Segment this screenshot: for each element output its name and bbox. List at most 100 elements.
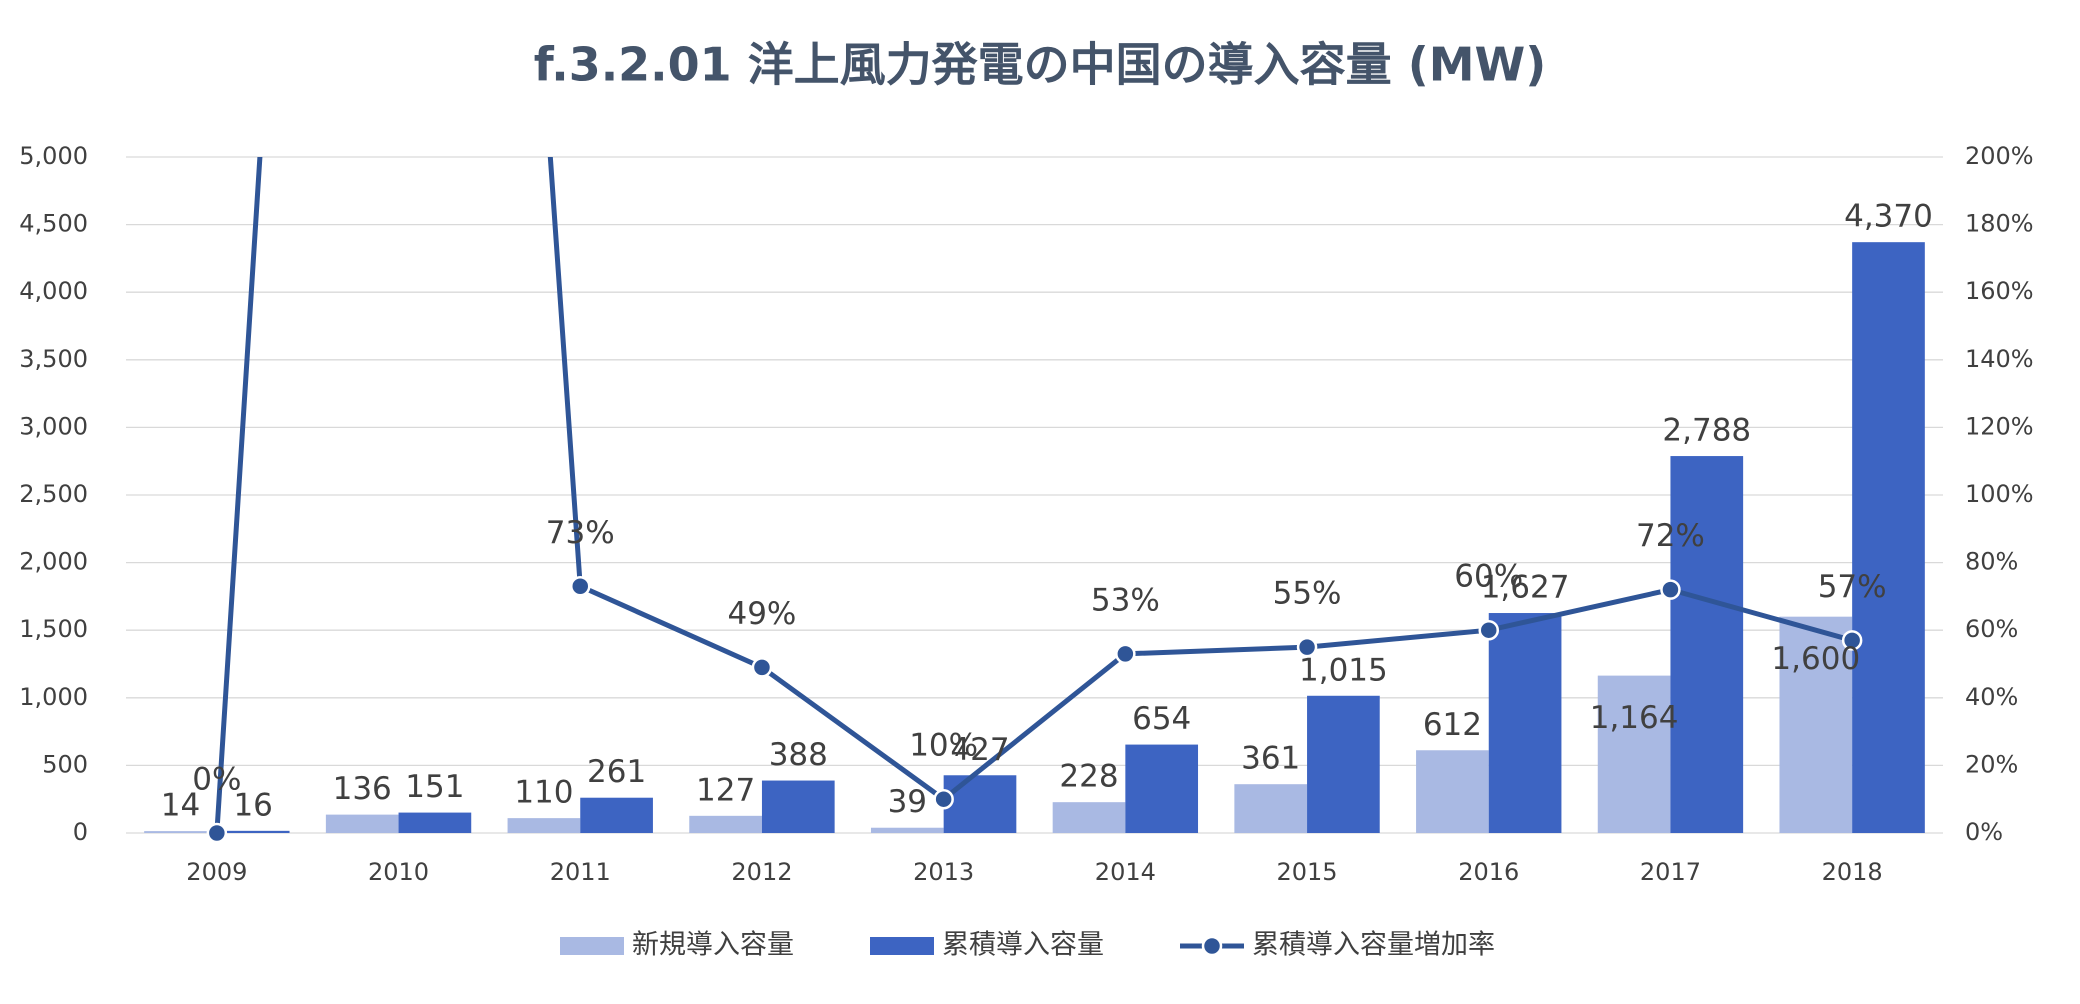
line-label: 55% xyxy=(1273,576,1342,612)
line-marker xyxy=(1296,636,1318,658)
line-label: 73% xyxy=(546,515,615,551)
data-label: 16 xyxy=(233,787,272,823)
bar xyxy=(1852,242,1925,833)
x-tick-label: 2009 xyxy=(186,858,247,886)
bar xyxy=(1052,802,1126,833)
x-tick-label: 2010 xyxy=(368,858,429,886)
x-tick-label: 2017 xyxy=(1640,858,1701,886)
y-tick-label: 3,000 xyxy=(19,412,88,440)
legend: 新規導入容量 累積導入容量 累積導入容量増加率 xyxy=(560,930,1495,961)
y2-tick-label: 60% xyxy=(1965,615,2018,643)
data-label: 654 xyxy=(1132,701,1191,737)
data-label: 4,370 xyxy=(1844,199,1933,235)
y-tick-label: 500 xyxy=(42,750,88,778)
bar xyxy=(1779,616,1853,833)
line-marker xyxy=(1115,643,1136,665)
grid xyxy=(126,156,1943,834)
labels: 0 500 1,000 1,500 2,000 2,500 3,000 3,500 4,000 4… xyxy=(19,142,2033,886)
bar xyxy=(216,830,290,833)
y2-tick-label: 120% xyxy=(1965,412,2034,440)
y-tick-label: 5,000 xyxy=(19,142,88,170)
line-label: 57% xyxy=(1818,569,1887,605)
y2-tick-label: 0% xyxy=(1965,818,2003,846)
data-label: 388 xyxy=(769,737,828,773)
line xyxy=(214,157,1853,834)
y2-tick-label: 140% xyxy=(1965,345,2034,373)
data-label: 1,015 xyxy=(1299,652,1388,688)
data-label: 228 xyxy=(1059,759,1118,795)
line-label: 10% xyxy=(909,728,978,764)
line-marker xyxy=(933,788,954,810)
bar xyxy=(507,818,581,833)
line-label: 0% xyxy=(192,762,241,798)
data-label: 151 xyxy=(405,769,464,805)
line-label: 49% xyxy=(727,596,796,632)
data-label: 39 xyxy=(888,784,927,820)
bars xyxy=(144,242,1925,833)
x-tick-label: 2015 xyxy=(1277,858,1338,886)
y-tick-label: 2,500 xyxy=(19,480,88,508)
line-label: 60% xyxy=(1454,559,1523,595)
data-label: 1,627 xyxy=(1481,570,1570,606)
legend-label: 累積導入容量 xyxy=(942,930,1104,961)
legend-swatch xyxy=(870,937,934,955)
data-label: 14 xyxy=(161,788,200,824)
bar xyxy=(398,812,472,833)
data-label: 612 xyxy=(1423,707,1482,743)
y2-tick-label: 100% xyxy=(1965,480,2034,508)
y-tick-label: 2,000 xyxy=(19,548,88,576)
bar xyxy=(943,775,1017,833)
line-marker xyxy=(751,657,773,678)
y2-tick-label: 180% xyxy=(1965,210,2034,238)
legend-swatch xyxy=(560,937,624,955)
bar xyxy=(1234,784,1308,833)
data-label: 136 xyxy=(333,771,392,807)
y2-tick-label: 80% xyxy=(1965,548,2018,576)
y-tick-label: 3,500 xyxy=(19,345,88,373)
x-tick-label: 2013 xyxy=(913,858,974,886)
x-tick-label: 2018 xyxy=(1822,858,1883,886)
chart-title: f.3.2.01 洋上風力発電の中国の導入容量 (MW) xyxy=(534,38,1547,92)
bar xyxy=(689,815,762,833)
line-layer xyxy=(206,157,1863,844)
bar xyxy=(1416,750,1489,833)
line-marker xyxy=(1660,579,1681,600)
y-tick-label: 1,500 xyxy=(19,615,88,643)
legend-marker xyxy=(1201,935,1223,957)
data-label: 1,164 xyxy=(1590,700,1679,736)
legend-label: 累積導入容量増加率 xyxy=(1252,930,1495,961)
bar xyxy=(870,827,944,833)
data-label: 110 xyxy=(514,775,573,811)
bar xyxy=(1670,456,1744,833)
line-marker xyxy=(1841,630,1863,651)
bar xyxy=(1597,675,1671,833)
data-label: 2,788 xyxy=(1662,413,1751,449)
bar xyxy=(1307,695,1380,833)
data-label: 1,600 xyxy=(1771,641,1860,677)
data-label: 361 xyxy=(1241,741,1300,777)
y-tick-label: 0 xyxy=(73,818,88,846)
bar xyxy=(580,797,653,833)
bar xyxy=(325,814,399,833)
line-label: 72% xyxy=(1636,518,1705,554)
data-label: 127 xyxy=(696,772,755,808)
bar xyxy=(144,831,217,833)
line-marker xyxy=(570,576,591,597)
y2-tick-label: 200% xyxy=(1965,142,2034,170)
data-label: 261 xyxy=(587,754,646,790)
y-tick-label: 1,000 xyxy=(19,683,88,711)
x-tick-label: 2016 xyxy=(1458,858,1519,886)
legend-label: 新規導入容量 xyxy=(632,930,794,961)
bar xyxy=(761,780,835,833)
y2-tick-label: 20% xyxy=(1965,750,2018,778)
x-tick-label: 2012 xyxy=(731,858,792,886)
bar xyxy=(1125,744,1199,833)
data-label: 427 xyxy=(950,732,1009,768)
line-marker xyxy=(206,822,228,844)
bar xyxy=(1488,613,1562,833)
y-tick-label: 4,500 xyxy=(19,210,88,238)
y2-tick-label: 40% xyxy=(1965,683,2018,711)
line-marker xyxy=(1478,619,1499,641)
line-label: 53% xyxy=(1091,582,1160,618)
